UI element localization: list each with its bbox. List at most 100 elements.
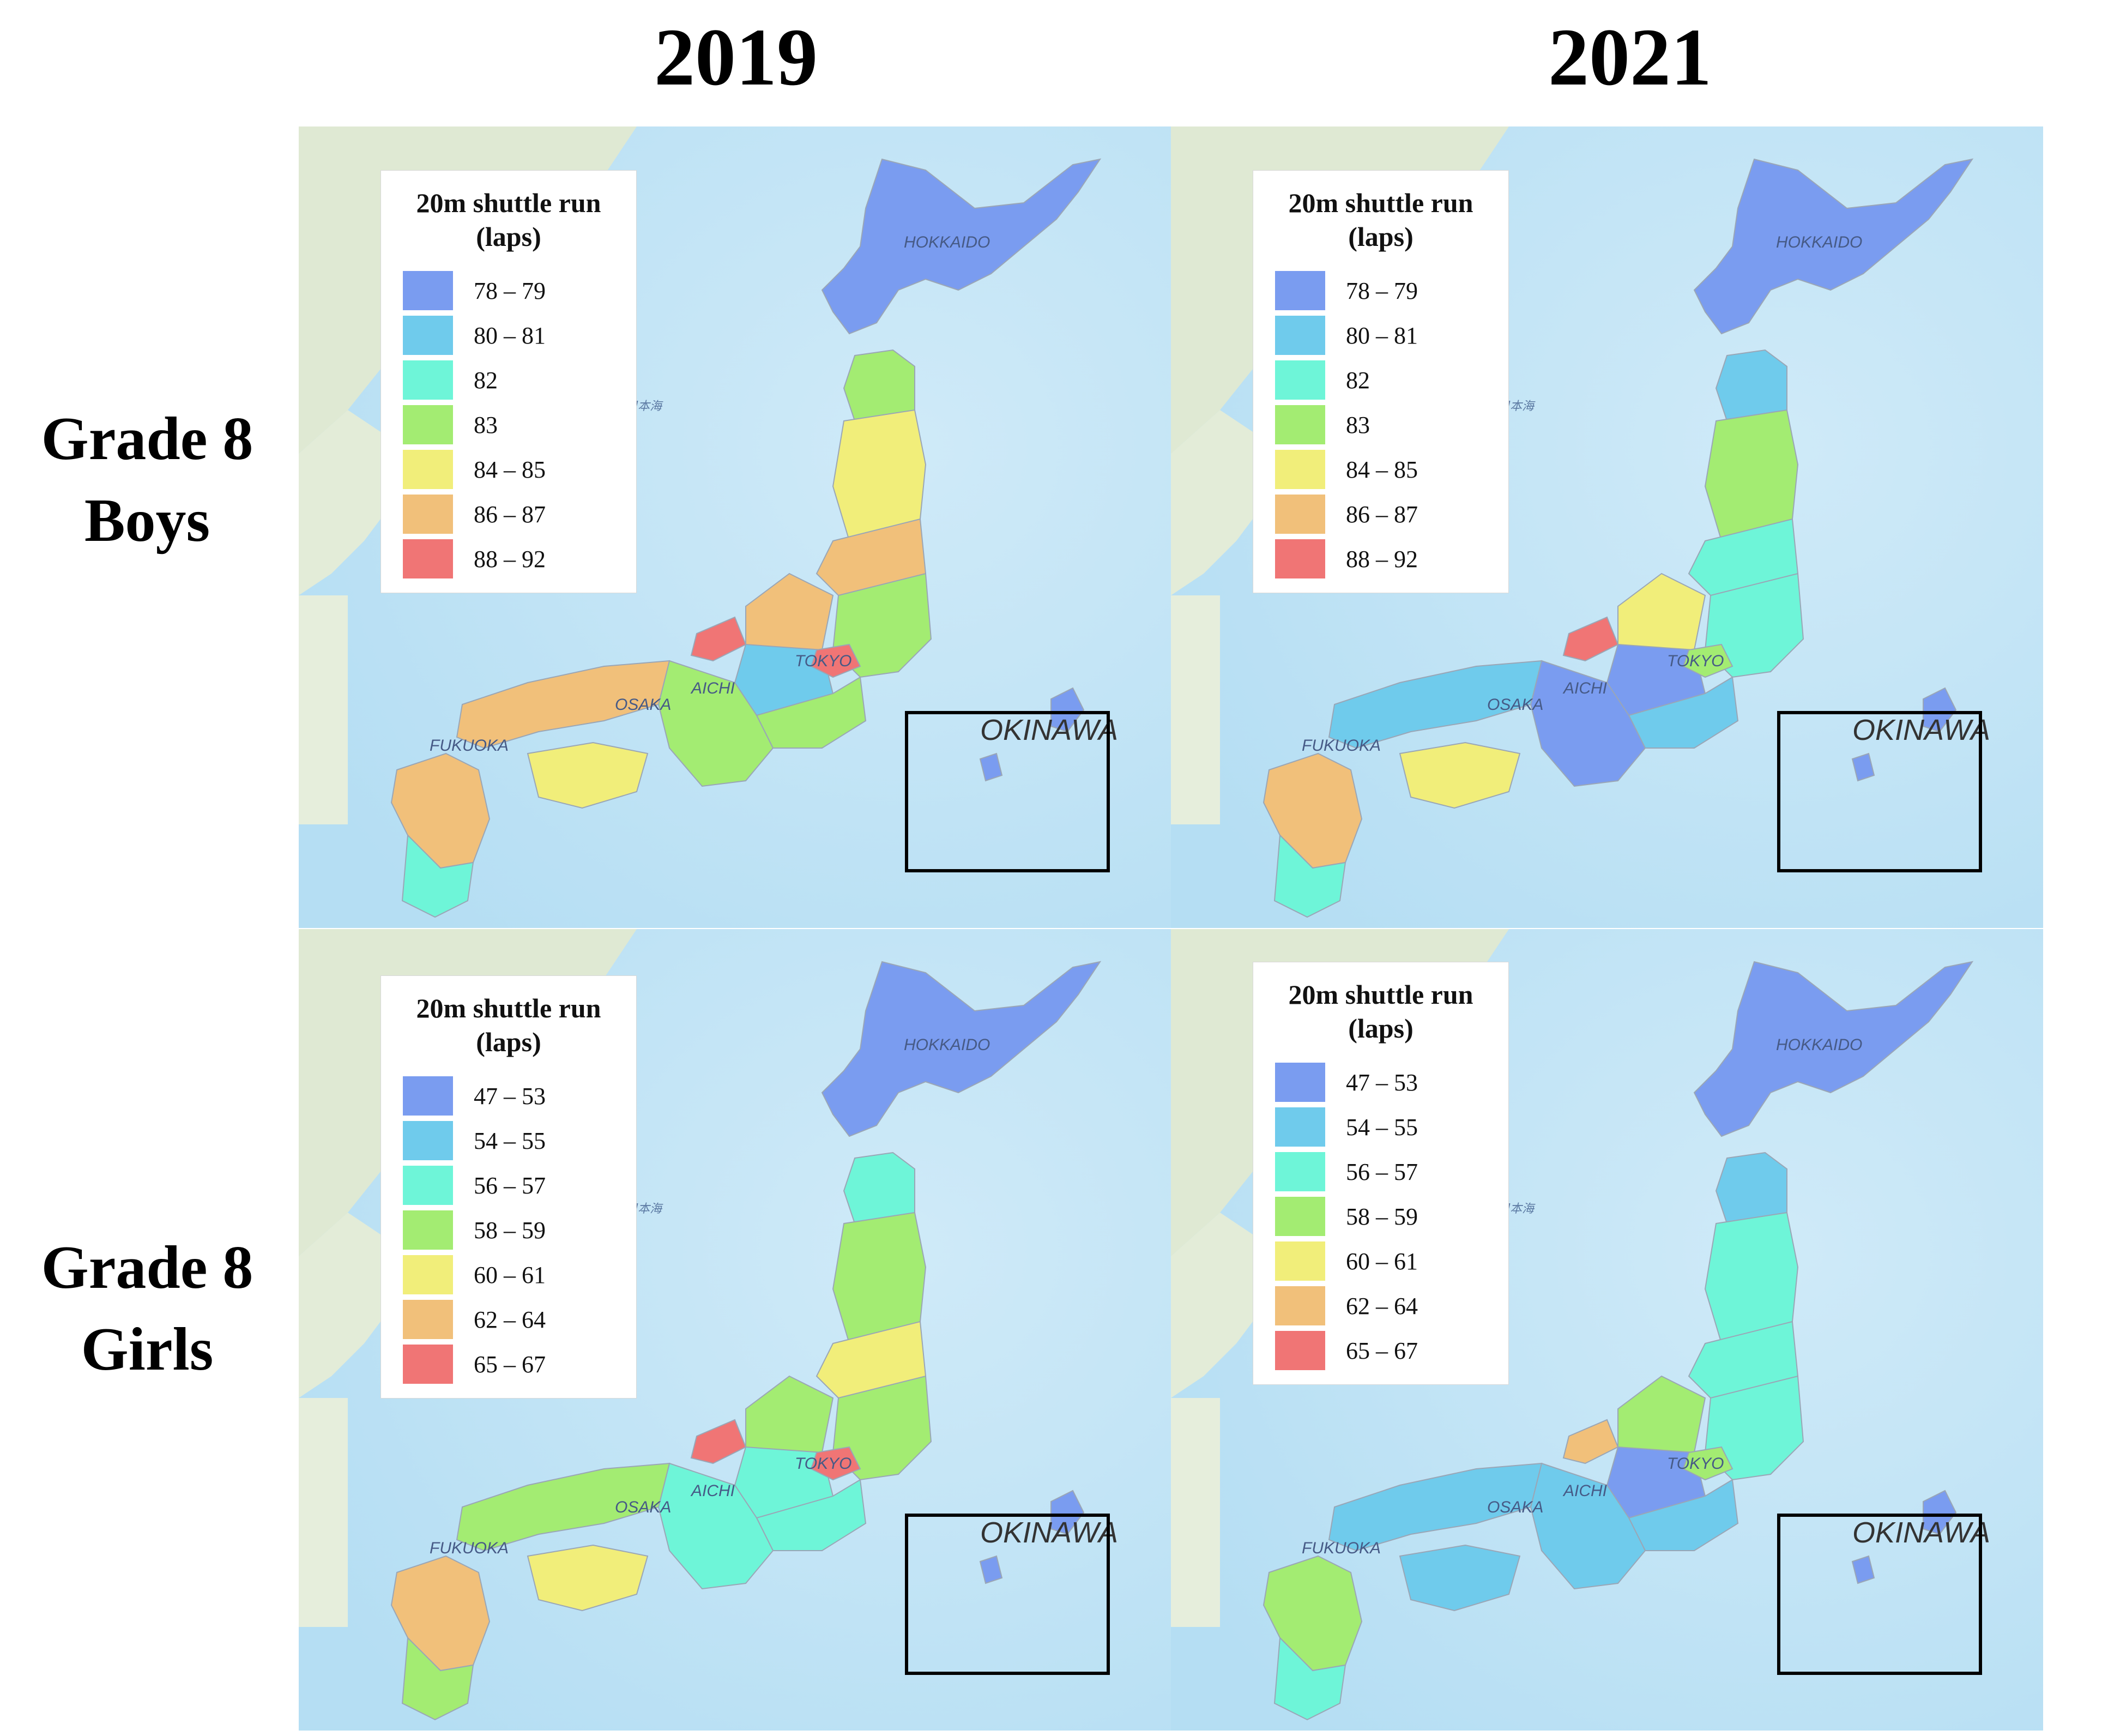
row-title-line1: Grade 8 bbox=[41, 405, 253, 473]
legend-swatch bbox=[1275, 1152, 1325, 1191]
okinawa-inset-frame bbox=[905, 711, 1110, 872]
legend-title-line1: 20m shuttle run bbox=[1288, 188, 1473, 218]
legend-item: 54 – 55 bbox=[1253, 1105, 1508, 1150]
row-title-line1: Grade 8 bbox=[41, 1234, 253, 1301]
legend-list: 78 – 79 80 – 81 82 83 84 – 85 86 – 87 88 – 92 bbox=[1253, 269, 1508, 582]
region-accent-1 bbox=[690, 1419, 747, 1464]
region-kyushu-south bbox=[401, 1636, 474, 1721]
label-okinawa: OKINAWA bbox=[980, 1516, 1118, 1549]
legend-item: 60 – 61 bbox=[381, 1253, 636, 1298]
legend-label: 83 bbox=[474, 412, 498, 438]
label-osaka: OSAKA bbox=[1487, 1498, 1543, 1516]
legend-item: 80 – 81 bbox=[381, 314, 636, 358]
legend-label: 58 – 59 bbox=[1346, 1203, 1418, 1230]
legend-item: 88 – 92 bbox=[381, 537, 636, 582]
legend-swatch bbox=[403, 1345, 453, 1384]
continent-land-strip bbox=[299, 595, 348, 824]
legend-label: 82 bbox=[1346, 367, 1370, 394]
legend-swatch bbox=[403, 1210, 453, 1250]
legend-item: 82 bbox=[381, 358, 636, 403]
legend-swatch bbox=[1275, 1107, 1325, 1147]
legend-swatch bbox=[403, 450, 453, 489]
korea-peninsula bbox=[1171, 1213, 1269, 1398]
region-kyushu-south bbox=[401, 834, 474, 918]
legend-item: 83 bbox=[381, 403, 636, 448]
row-title-boys: Grade 8 Boys bbox=[0, 398, 294, 562]
region-accent-2 bbox=[1682, 1446, 1733, 1481]
legend-label: 83 bbox=[1346, 412, 1370, 438]
region-okinawa-small bbox=[979, 1555, 1003, 1584]
legend-title-line2: (laps) bbox=[1348, 221, 1414, 252]
label-fukuoka: FUKUOKA bbox=[430, 737, 509, 755]
map-panel-boys-2019: HOKKAIDO TOKYO AICHI OSAKA FUKUOKA 日本海 O… bbox=[299, 126, 1171, 928]
legend-label: 56 – 57 bbox=[474, 1172, 546, 1199]
continent-land-strip bbox=[1171, 1398, 1220, 1627]
legend-item: 83 bbox=[1253, 403, 1508, 448]
legend-swatch bbox=[403, 1255, 453, 1294]
region-shikoku bbox=[527, 742, 649, 809]
label-osaka: OSAKA bbox=[1487, 696, 1543, 714]
label-tokyo: TOKYO bbox=[1667, 1455, 1724, 1473]
legend-list: 47 – 53 54 – 55 56 – 57 58 – 59 60 – 61 62 – … bbox=[381, 1074, 636, 1387]
region-accent-1 bbox=[1562, 1419, 1619, 1464]
region-tohoku-north bbox=[1715, 1152, 1787, 1224]
label-fukuoka: FUKUOKA bbox=[1302, 737, 1381, 755]
legend-label: 78 – 79 bbox=[1346, 278, 1418, 304]
region-tohoku-north bbox=[843, 349, 915, 421]
korea-peninsula bbox=[1171, 410, 1269, 595]
legend: 20m shuttle run (laps) 47 – 53 54 – 55 56 … bbox=[1253, 962, 1509, 1385]
legend-item: 58 – 59 bbox=[1253, 1195, 1508, 1239]
region-chugoku bbox=[1328, 660, 1543, 749]
legend-swatch bbox=[403, 1300, 453, 1339]
map-panel-boys-2021: HOKKAIDO TOKYO AICHI OSAKA FUKUOKA 日本海 O… bbox=[1171, 126, 2043, 928]
legend-item: 65 – 67 bbox=[1253, 1329, 1508, 1373]
legend-swatch bbox=[403, 316, 453, 355]
legend-swatch bbox=[403, 1166, 453, 1205]
region-accent-1 bbox=[690, 616, 747, 662]
region-okinawa bbox=[1050, 1490, 1085, 1535]
legend-label: 78 – 79 bbox=[474, 278, 546, 304]
region-kinki bbox=[657, 660, 774, 787]
legend-item: 84 – 85 bbox=[1253, 448, 1508, 492]
legend-item: 47 – 53 bbox=[381, 1074, 636, 1119]
legend-swatch bbox=[1275, 1241, 1325, 1281]
column-title-2019: 2019 bbox=[654, 12, 818, 103]
legend-label: 86 – 87 bbox=[1346, 501, 1418, 528]
legend-label: 86 – 87 bbox=[474, 501, 546, 528]
legend-label: 62 – 64 bbox=[1346, 1293, 1418, 1319]
legend-list: 78 – 79 80 – 81 82 83 84 – 85 86 – 87 88 – 92 bbox=[381, 269, 636, 582]
region-accent-2 bbox=[810, 1446, 861, 1481]
legend: 20m shuttle run (laps) 78 – 79 80 – 81 82 8… bbox=[380, 170, 637, 593]
region-shikoku bbox=[1399, 1544, 1521, 1612]
legend-item: 54 – 55 bbox=[381, 1119, 636, 1164]
legend-swatch bbox=[1275, 360, 1325, 400]
legend-title-line1: 20m shuttle run bbox=[1288, 979, 1473, 1010]
region-kinki bbox=[1530, 1462, 1646, 1590]
region-accent-2 bbox=[1682, 643, 1733, 678]
legend-swatch bbox=[1275, 405, 1325, 444]
label-fukuoka: FUKUOKA bbox=[430, 1539, 509, 1557]
label-hokkaido: HOKKAIDO bbox=[904, 1036, 990, 1054]
label-osaka: OSAKA bbox=[615, 696, 671, 714]
label-aichi: AICHI bbox=[690, 1482, 735, 1500]
region-kinki bbox=[657, 1462, 774, 1590]
legend-label: 65 – 67 bbox=[1346, 1337, 1418, 1364]
label-aichi: AICHI bbox=[690, 679, 735, 697]
region-okinawa bbox=[1923, 1490, 1957, 1535]
legend-item: 80 – 81 bbox=[1253, 314, 1508, 358]
legend-item: 78 – 79 bbox=[1253, 269, 1508, 314]
region-tohoku-north bbox=[1715, 349, 1787, 421]
legend: 20m shuttle run (laps) 47 – 53 54 – 55 56 … bbox=[380, 975, 637, 1399]
legend-item: 56 – 57 bbox=[1253, 1150, 1508, 1195]
legend-title-line2: (laps) bbox=[476, 221, 541, 252]
okinawa-inset-frame bbox=[1777, 1514, 1982, 1675]
korea-peninsula bbox=[299, 410, 397, 595]
label-fukuoka: FUKUOKA bbox=[1302, 1539, 1381, 1557]
legend-list: 47 – 53 54 – 55 56 – 57 58 – 59 60 – 61 62 – … bbox=[1253, 1060, 1508, 1373]
region-tohoku-north bbox=[843, 1152, 915, 1224]
legend-swatch bbox=[1275, 1197, 1325, 1236]
legend-item: 86 – 87 bbox=[381, 492, 636, 537]
legend-label: 65 – 67 bbox=[474, 1351, 546, 1378]
legend: 20m shuttle run (laps) 78 – 79 80 – 81 82 8… bbox=[1253, 170, 1509, 593]
label-aichi: AICHI bbox=[1562, 679, 1607, 697]
